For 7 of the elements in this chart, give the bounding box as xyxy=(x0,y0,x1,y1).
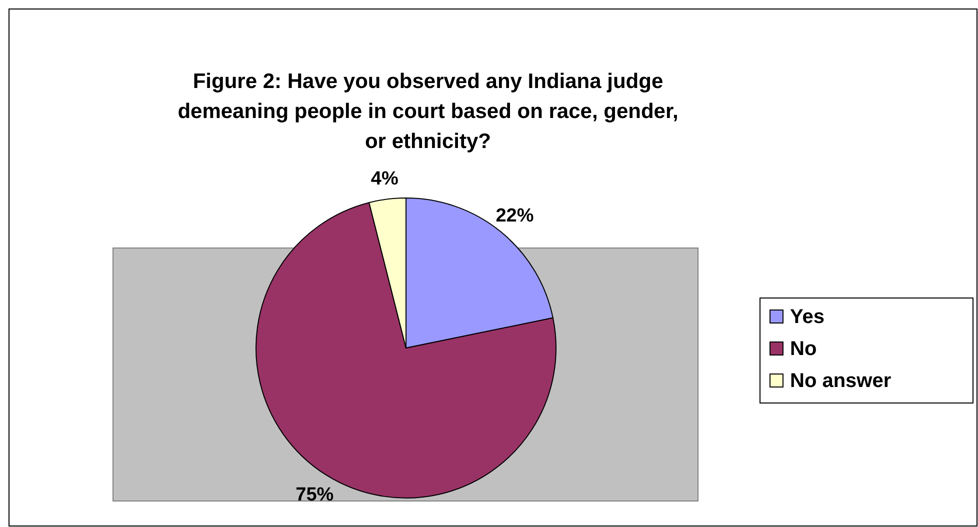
legend-label: No xyxy=(790,338,817,360)
data-label: 75% xyxy=(296,484,334,506)
legend-label: Yes xyxy=(790,306,824,328)
chart-title: Figure 2: Have you observed any Indiana judge demeaning people in court based on race, gender, or ethnicity? xyxy=(178,70,678,153)
data-label: 22% xyxy=(496,206,534,227)
legend-label: No answer xyxy=(790,370,892,392)
data-label: 4% xyxy=(370,168,398,190)
